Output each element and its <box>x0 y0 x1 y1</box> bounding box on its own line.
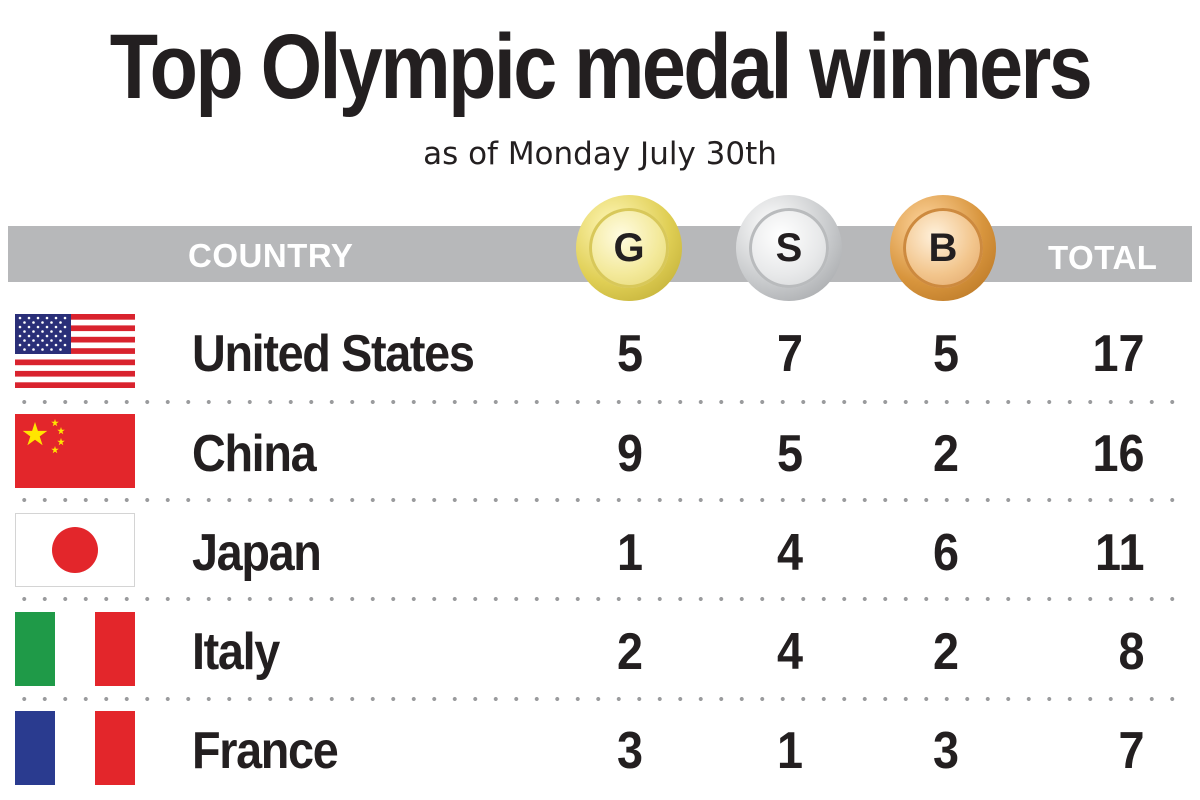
silver-count: 1 <box>776 722 804 780</box>
country-name: United States <box>192 325 475 383</box>
row-divider <box>14 697 1186 701</box>
total-count: 16 <box>1092 425 1145 483</box>
country-name: Italy <box>192 623 280 681</box>
gold-count: 9 <box>616 425 644 483</box>
country-name: France <box>192 722 339 780</box>
bronze-count: 2 <box>932 425 960 483</box>
silver-medal-icon: S <box>736 195 842 301</box>
table-row: China 9 5 2 16 <box>0 414 1200 514</box>
gold-count: 1 <box>616 524 644 582</box>
chart-subtitle: as of Monday July 30th <box>423 136 777 172</box>
total-count: 11 <box>1095 524 1145 582</box>
france-flag-icon <box>15 711 135 785</box>
bronze-count: 6 <box>932 524 960 582</box>
gold-medal-icon: G <box>576 195 682 301</box>
us-flag-icon <box>15 314 135 388</box>
table-row: France 3 1 3 7 <box>0 711 1200 800</box>
total-count: 17 <box>1092 325 1145 383</box>
header-bronze: B <box>903 208 983 288</box>
gold-count: 2 <box>616 623 644 681</box>
bronze-count: 2 <box>932 623 960 681</box>
row-divider <box>14 597 1186 601</box>
table-row: Japan 1 4 6 11 <box>0 513 1200 613</box>
row-divider <box>14 400 1186 404</box>
total-count: 8 <box>1118 623 1145 681</box>
header-total: TOTAL <box>1048 239 1158 276</box>
silver-count: 4 <box>776 524 804 582</box>
japan-flag-icon <box>15 513 135 587</box>
gold-count: 3 <box>616 722 644 780</box>
total-count: 7 <box>1118 722 1145 780</box>
table-row: United States 5 7 5 17 <box>0 314 1200 414</box>
table-row: Italy 2 4 2 8 <box>0 612 1200 712</box>
bronze-medal-icon: B <box>890 195 996 301</box>
country-name: China <box>192 425 317 483</box>
row-divider <box>14 498 1186 502</box>
header-country: COUNTRY <box>188 237 354 274</box>
silver-count: 4 <box>776 623 804 681</box>
chart-title: Top Olympic medal winners <box>109 16 1093 118</box>
china-flag-icon <box>15 414 135 488</box>
bronze-count: 5 <box>932 325 960 383</box>
country-name: Japan <box>192 524 322 582</box>
silver-count: 5 <box>776 425 804 483</box>
header-gold: G <box>589 208 669 288</box>
header-silver: S <box>749 208 829 288</box>
gold-count: 5 <box>616 325 644 383</box>
silver-count: 7 <box>776 325 804 383</box>
bronze-count: 3 <box>932 722 960 780</box>
italy-flag-icon <box>15 612 135 686</box>
